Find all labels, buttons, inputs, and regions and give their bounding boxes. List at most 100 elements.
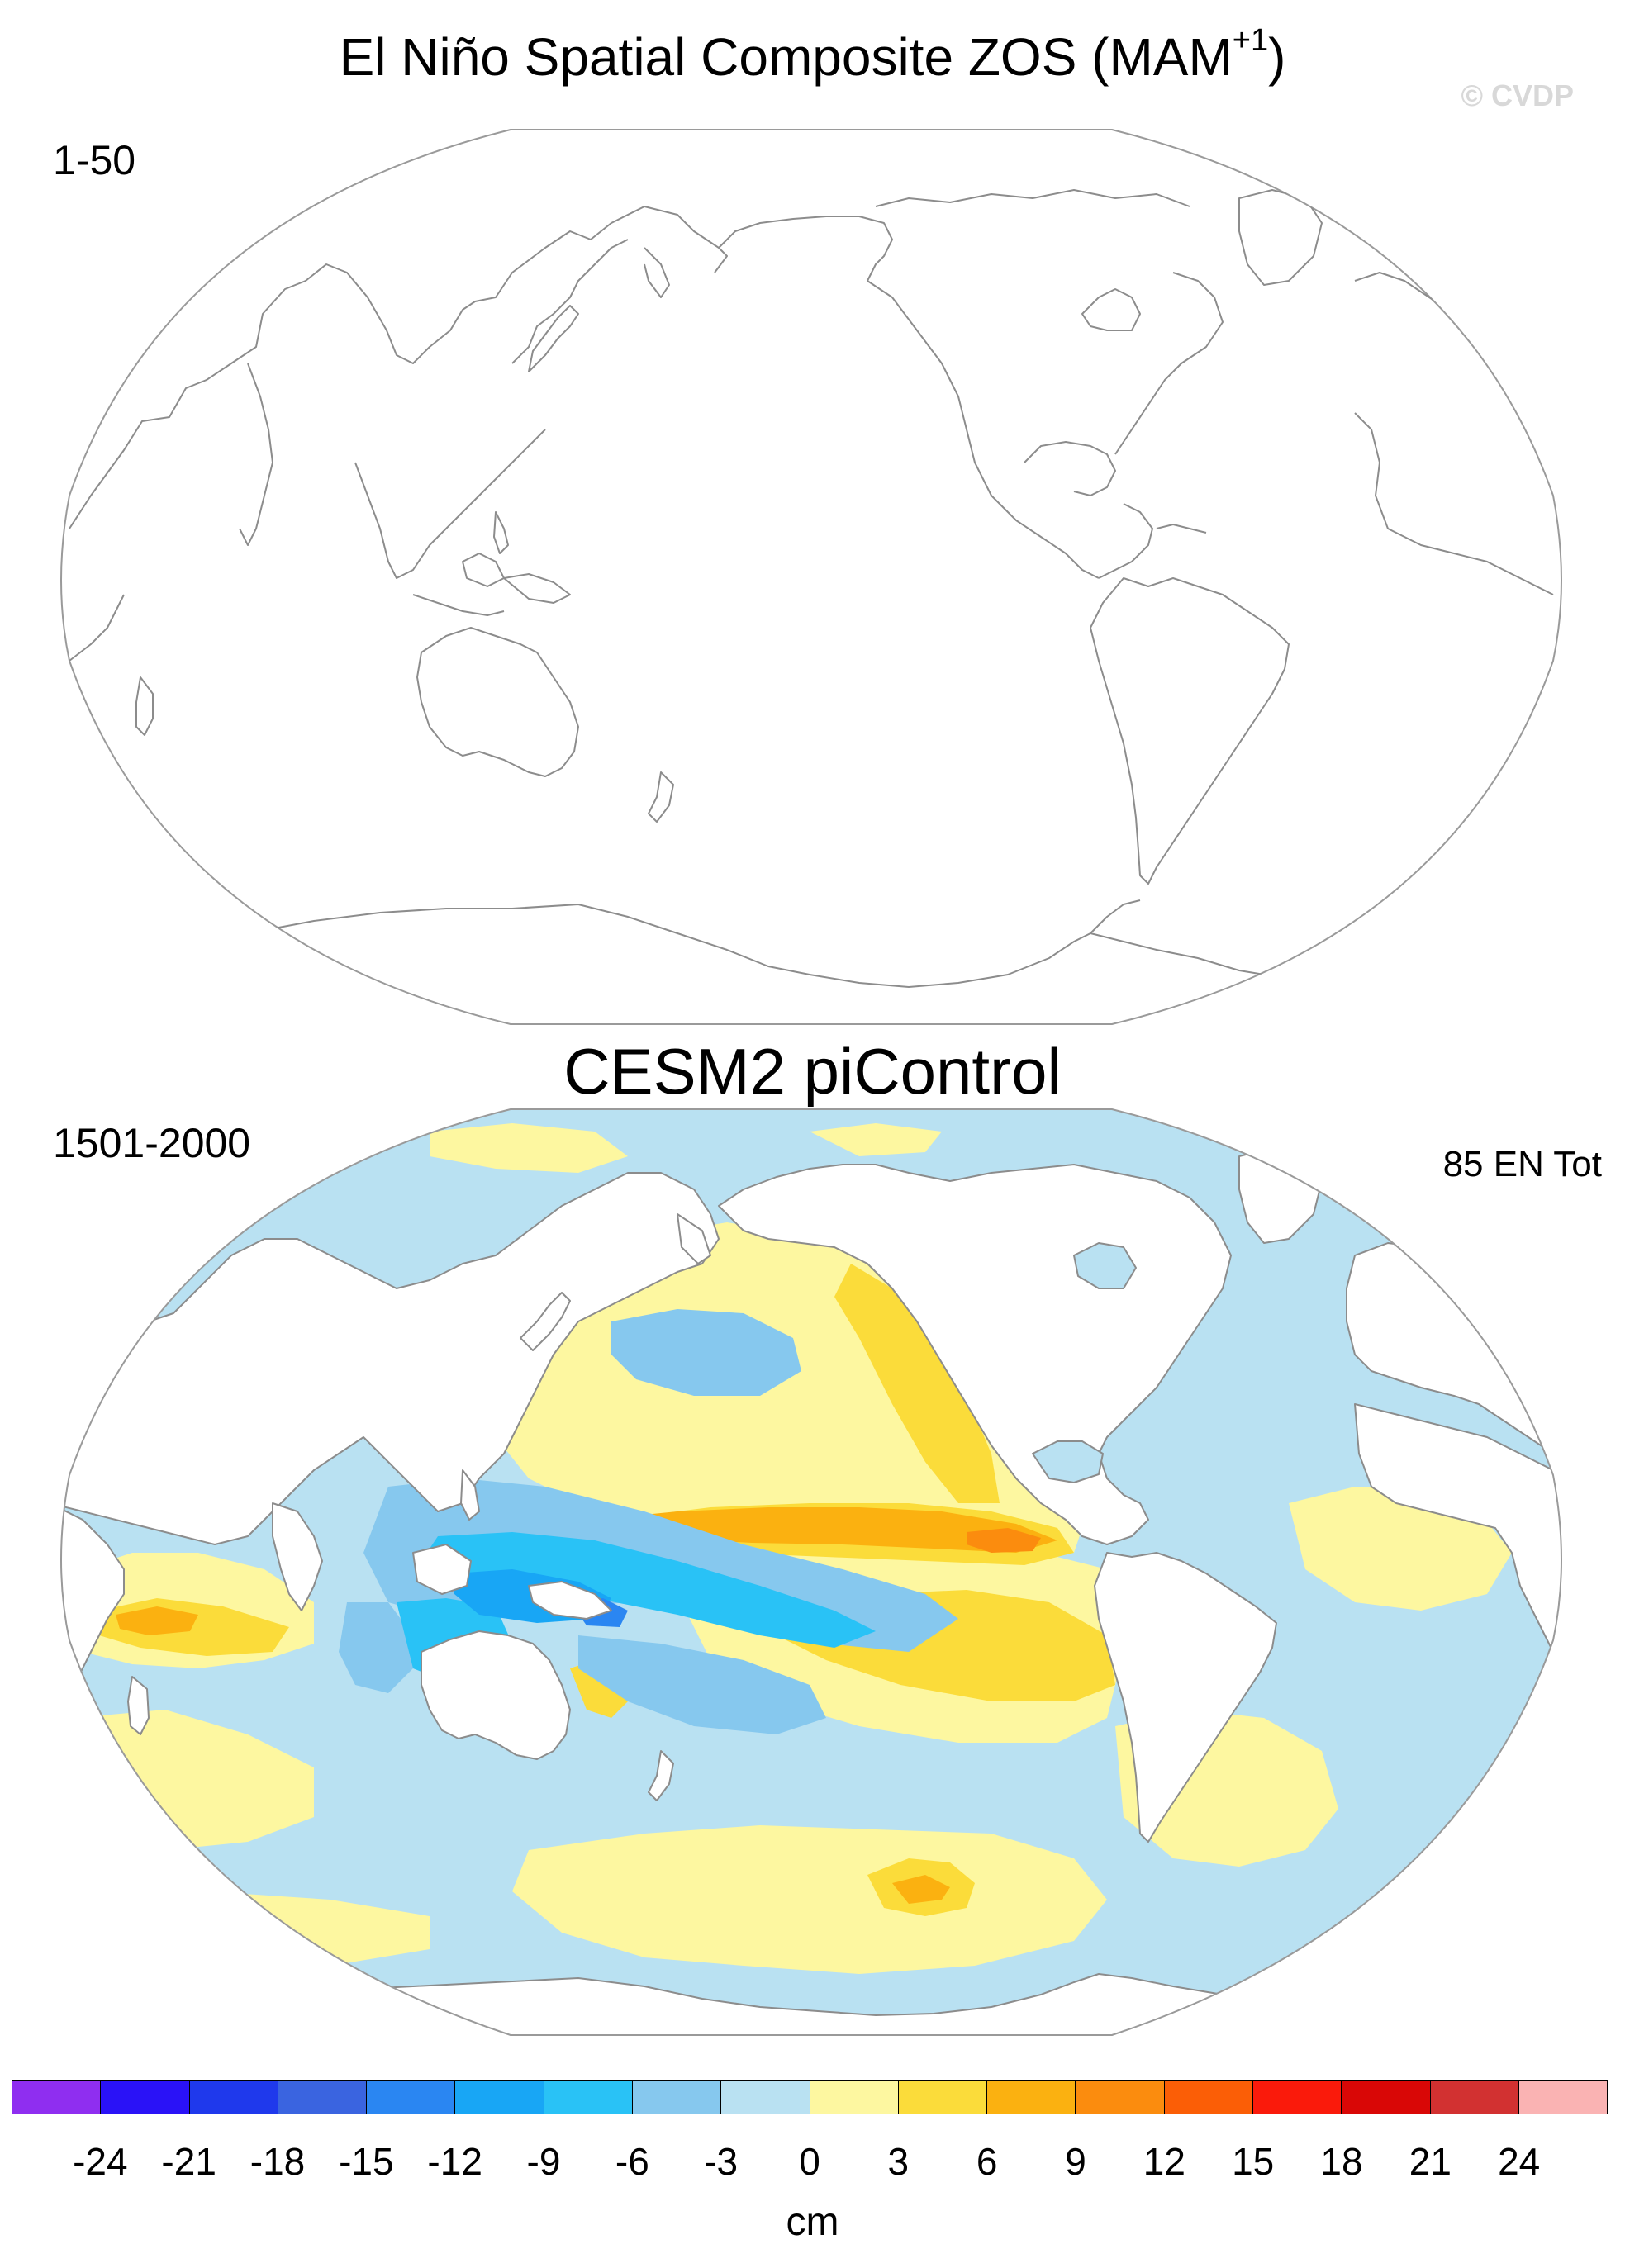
top-coast-antarctica [247, 904, 1339, 988]
colorbar-tick-label: -6 [615, 2140, 649, 2183]
watermark: © CVDP [1461, 78, 1574, 112]
colorbar-tick-label: -3 [704, 2140, 739, 2183]
bottom-fill-blue-south-west-pacific [578, 1635, 826, 1734]
bottom-land-south-america [1094, 1552, 1277, 1843]
bottom-fill-orange-tropical-band [595, 1507, 1057, 1553]
colorbar-tick-label: 18 [1320, 2140, 1363, 2183]
colorbar-swatch [189, 2081, 278, 2114]
bottom-fill-blue-warm-pool [421, 1532, 876, 1648]
top-coast-north-america-west [867, 280, 1100, 579]
colorbar-swatch [1430, 2081, 1519, 2114]
colorbar-swatch [810, 2081, 899, 2114]
top-coast-south-america [1090, 577, 1290, 885]
colorbar-swatch [1518, 2081, 1608, 2114]
top-coast-antarctic-peninsula [1090, 899, 1141, 934]
top-coast-indonesia-1 [412, 594, 505, 616]
bottom-fill-gold-west-coast [834, 1264, 1000, 1503]
bottom-land-west-africa [1354, 1403, 1561, 1653]
bottom-map [60, 1108, 1562, 2036]
bottom-panel-year-range: 1501-2000 [53, 1120, 251, 1166]
bottom-fill-orange-indian [116, 1606, 198, 1635]
top-coast-africa-east [69, 206, 728, 529]
colorbar-swatch [278, 2081, 368, 2114]
top-coast-philippines [493, 511, 509, 554]
colorbar-tick-label: 24 [1498, 2140, 1541, 2183]
colorbar-swatch [898, 2081, 988, 2114]
colorbar-tick-label: -12 [427, 2140, 482, 2183]
colorbar-swatch [1342, 2081, 1431, 2114]
top-coast-alaska [718, 216, 893, 282]
colorbar-swatch [721, 2081, 810, 2114]
top-coast-north-america-east [1114, 272, 1224, 455]
bottom-land-japan [520, 1292, 571, 1351]
bottom-land-hudson-bay [1073, 1242, 1137, 1289]
title-text: El Niño Spatial Composite ZOS (MAM [339, 27, 1233, 87]
colorbar-swatch [1076, 2081, 1165, 2114]
colorbar-tick-label: 0 [799, 2140, 820, 2183]
colorbar-swatch [101, 2081, 190, 2114]
top-coast-madagascar [135, 676, 154, 736]
top-map-frame [60, 129, 1562, 1025]
colorbar-swatch [367, 2081, 456, 2114]
colorbar-tick-label: 12 [1143, 2140, 1185, 2183]
top-coast-new-zealand [648, 771, 674, 823]
colorbar-tick-label: -21 [161, 2140, 216, 2183]
bottom-land-madagascar [127, 1676, 150, 1735]
top-coast-australia [416, 627, 579, 777]
bottom-fill-pale-yellow-south-pacific [512, 1825, 1107, 1974]
top-coast-scandinavia [1453, 222, 1529, 282]
top-coast-africa-south [69, 594, 125, 662]
top-coast-kamchatka [644, 247, 670, 298]
event-count-label: 85 EN Tot [1442, 1144, 1602, 1184]
bottom-land-new-zealand [648, 1750, 674, 1801]
colorbar-swatch [12, 2081, 102, 2114]
top-coast-japan [528, 305, 579, 372]
bottom-panel-title: CESM2 piControl [563, 1035, 1062, 1108]
bottom-land-india [272, 1502, 323, 1611]
colorbar-tick-label: -18 [249, 2140, 306, 2183]
top-coast-canada-arctic [875, 189, 1190, 207]
top-coast-caribbean [1156, 524, 1207, 534]
colorbar-swatch [632, 2081, 722, 2114]
bottom-fill-blue-north-pacific [611, 1309, 801, 1396]
top-panel-year-range: 1-50 [53, 137, 136, 183]
title-superscript: +1 [1232, 23, 1269, 58]
bottom-land-philippines [460, 1469, 480, 1521]
bottom-fill-orange-eddy [892, 1875, 950, 1904]
colorbar-tick-label: 21 [1409, 2140, 1452, 2183]
bottom-fill-pale-yellow-arctic-east [810, 1123, 942, 1156]
top-coast-se-asia [354, 429, 546, 579]
colorbar-swatch [987, 2081, 1076, 2114]
colorbar-tick-label: 9 [1065, 2140, 1086, 2183]
top-coast-new-guinea [503, 573, 571, 604]
bottom-fill-deep-orange-core [967, 1528, 1041, 1553]
colorbar [12, 2080, 1608, 2114]
colorbar-swatch [1164, 2081, 1253, 2114]
bottom-fill-pale-yellow-arctic [430, 1123, 628, 1173]
bottom-land-australia [421, 1630, 571, 1760]
bottom-land-kamchatka [677, 1213, 711, 1264]
top-coast-gulf-mexico [1024, 441, 1116, 496]
colorbar-swatch [544, 2081, 633, 2114]
bottom-map-frame [60, 1108, 1562, 2036]
bottom-land-borneo [412, 1544, 472, 1595]
colorbar-tick-label: -9 [526, 2140, 561, 2183]
top-coast-india [239, 363, 273, 546]
colorbar-swatch [455, 2081, 544, 2114]
bottom-land-gulf-mexico [1032, 1440, 1104, 1483]
figure-title: El Niño Spatial Composite ZOS (MAM+1) [0, 25, 1625, 83]
top-coast-central-america [1098, 503, 1153, 579]
colorbar-tick-label: -15 [339, 2140, 394, 2183]
colorbar-units: cm [786, 2200, 839, 2244]
colorbar-tick-label: 3 [887, 2140, 910, 2183]
colorbar-tick-label: -24 [73, 2140, 128, 2183]
top-map [60, 129, 1562, 1025]
title-close: ) [1268, 27, 1286, 87]
colorbar-tick-label: 15 [1232, 2140, 1275, 2183]
bottom-land-new-guinea [528, 1581, 612, 1620]
bottom-fill-blue-indonesia-west [339, 1602, 413, 1693]
top-coast-hudson [1081, 288, 1141, 331]
top-coast-west-africa [1354, 412, 1554, 595]
colorbar-tick-label: 6 [976, 2140, 998, 2183]
